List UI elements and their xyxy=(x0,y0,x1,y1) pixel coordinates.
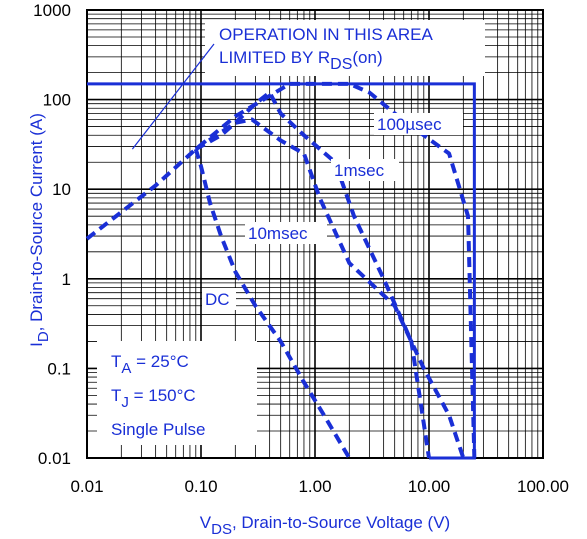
soa-boundary-line xyxy=(87,82,476,460)
plot-frame xyxy=(86,9,544,459)
series-line-dc xyxy=(193,148,352,460)
label-100usec: 100µsec xyxy=(377,115,442,134)
y-tick-label: 0.1 xyxy=(47,359,71,378)
y-axis-label: ID, Drain-to-Source Current (A) xyxy=(27,113,52,347)
x-tick-label: 0.10 xyxy=(184,477,217,496)
label-bg-dc xyxy=(202,288,236,310)
y-tick-label: 100 xyxy=(43,91,71,110)
condition-ta: TA = 25°C xyxy=(111,352,189,377)
limit-label-line2: LIMITED BY RDS(on) xyxy=(219,48,383,73)
series-line-100sec xyxy=(85,81,477,459)
label-1msec: 1msec xyxy=(334,161,385,180)
label-bg-10ms xyxy=(245,222,327,244)
y-tick-label: 1000 xyxy=(33,1,71,20)
x-tick-label: 1.00 xyxy=(298,477,331,496)
limit-label-line1: OPERATION IN THIS AREA xyxy=(219,25,433,44)
series-line-10msec xyxy=(194,117,466,459)
series-line-1msec xyxy=(194,90,431,459)
label-dc: DC xyxy=(205,290,230,309)
limit-pointer-line xyxy=(131,43,215,150)
y-tick-label: 0.01 xyxy=(38,449,71,468)
condition-single-pulse: Single Pulse xyxy=(111,420,206,439)
y-tick-labels: 0.01 0.1 1 10 100 1000 xyxy=(33,1,71,468)
conditions-box xyxy=(97,341,257,445)
x-tick-label: 0.01 xyxy=(70,477,103,496)
x-tick-labels: 0.01 0.10 1.00 10.00 100.00 xyxy=(70,477,569,496)
x-tick-label: 10.00 xyxy=(408,477,451,496)
limit-label-bg xyxy=(205,20,485,76)
y-tick-label: 1 xyxy=(62,270,71,289)
series-layer xyxy=(85,81,477,460)
x-tick-label: 100.00 xyxy=(517,477,569,496)
label-bg-1ms xyxy=(331,159,399,181)
y-tick-label: 10 xyxy=(52,180,71,199)
condition-tj: TJ = 150°C xyxy=(111,386,196,411)
label-bg-100us xyxy=(374,113,463,135)
label-10msec: 10msec xyxy=(248,224,308,243)
x-axis-label: VDS, Drain-to-Source Voltage (V) xyxy=(200,513,450,538)
